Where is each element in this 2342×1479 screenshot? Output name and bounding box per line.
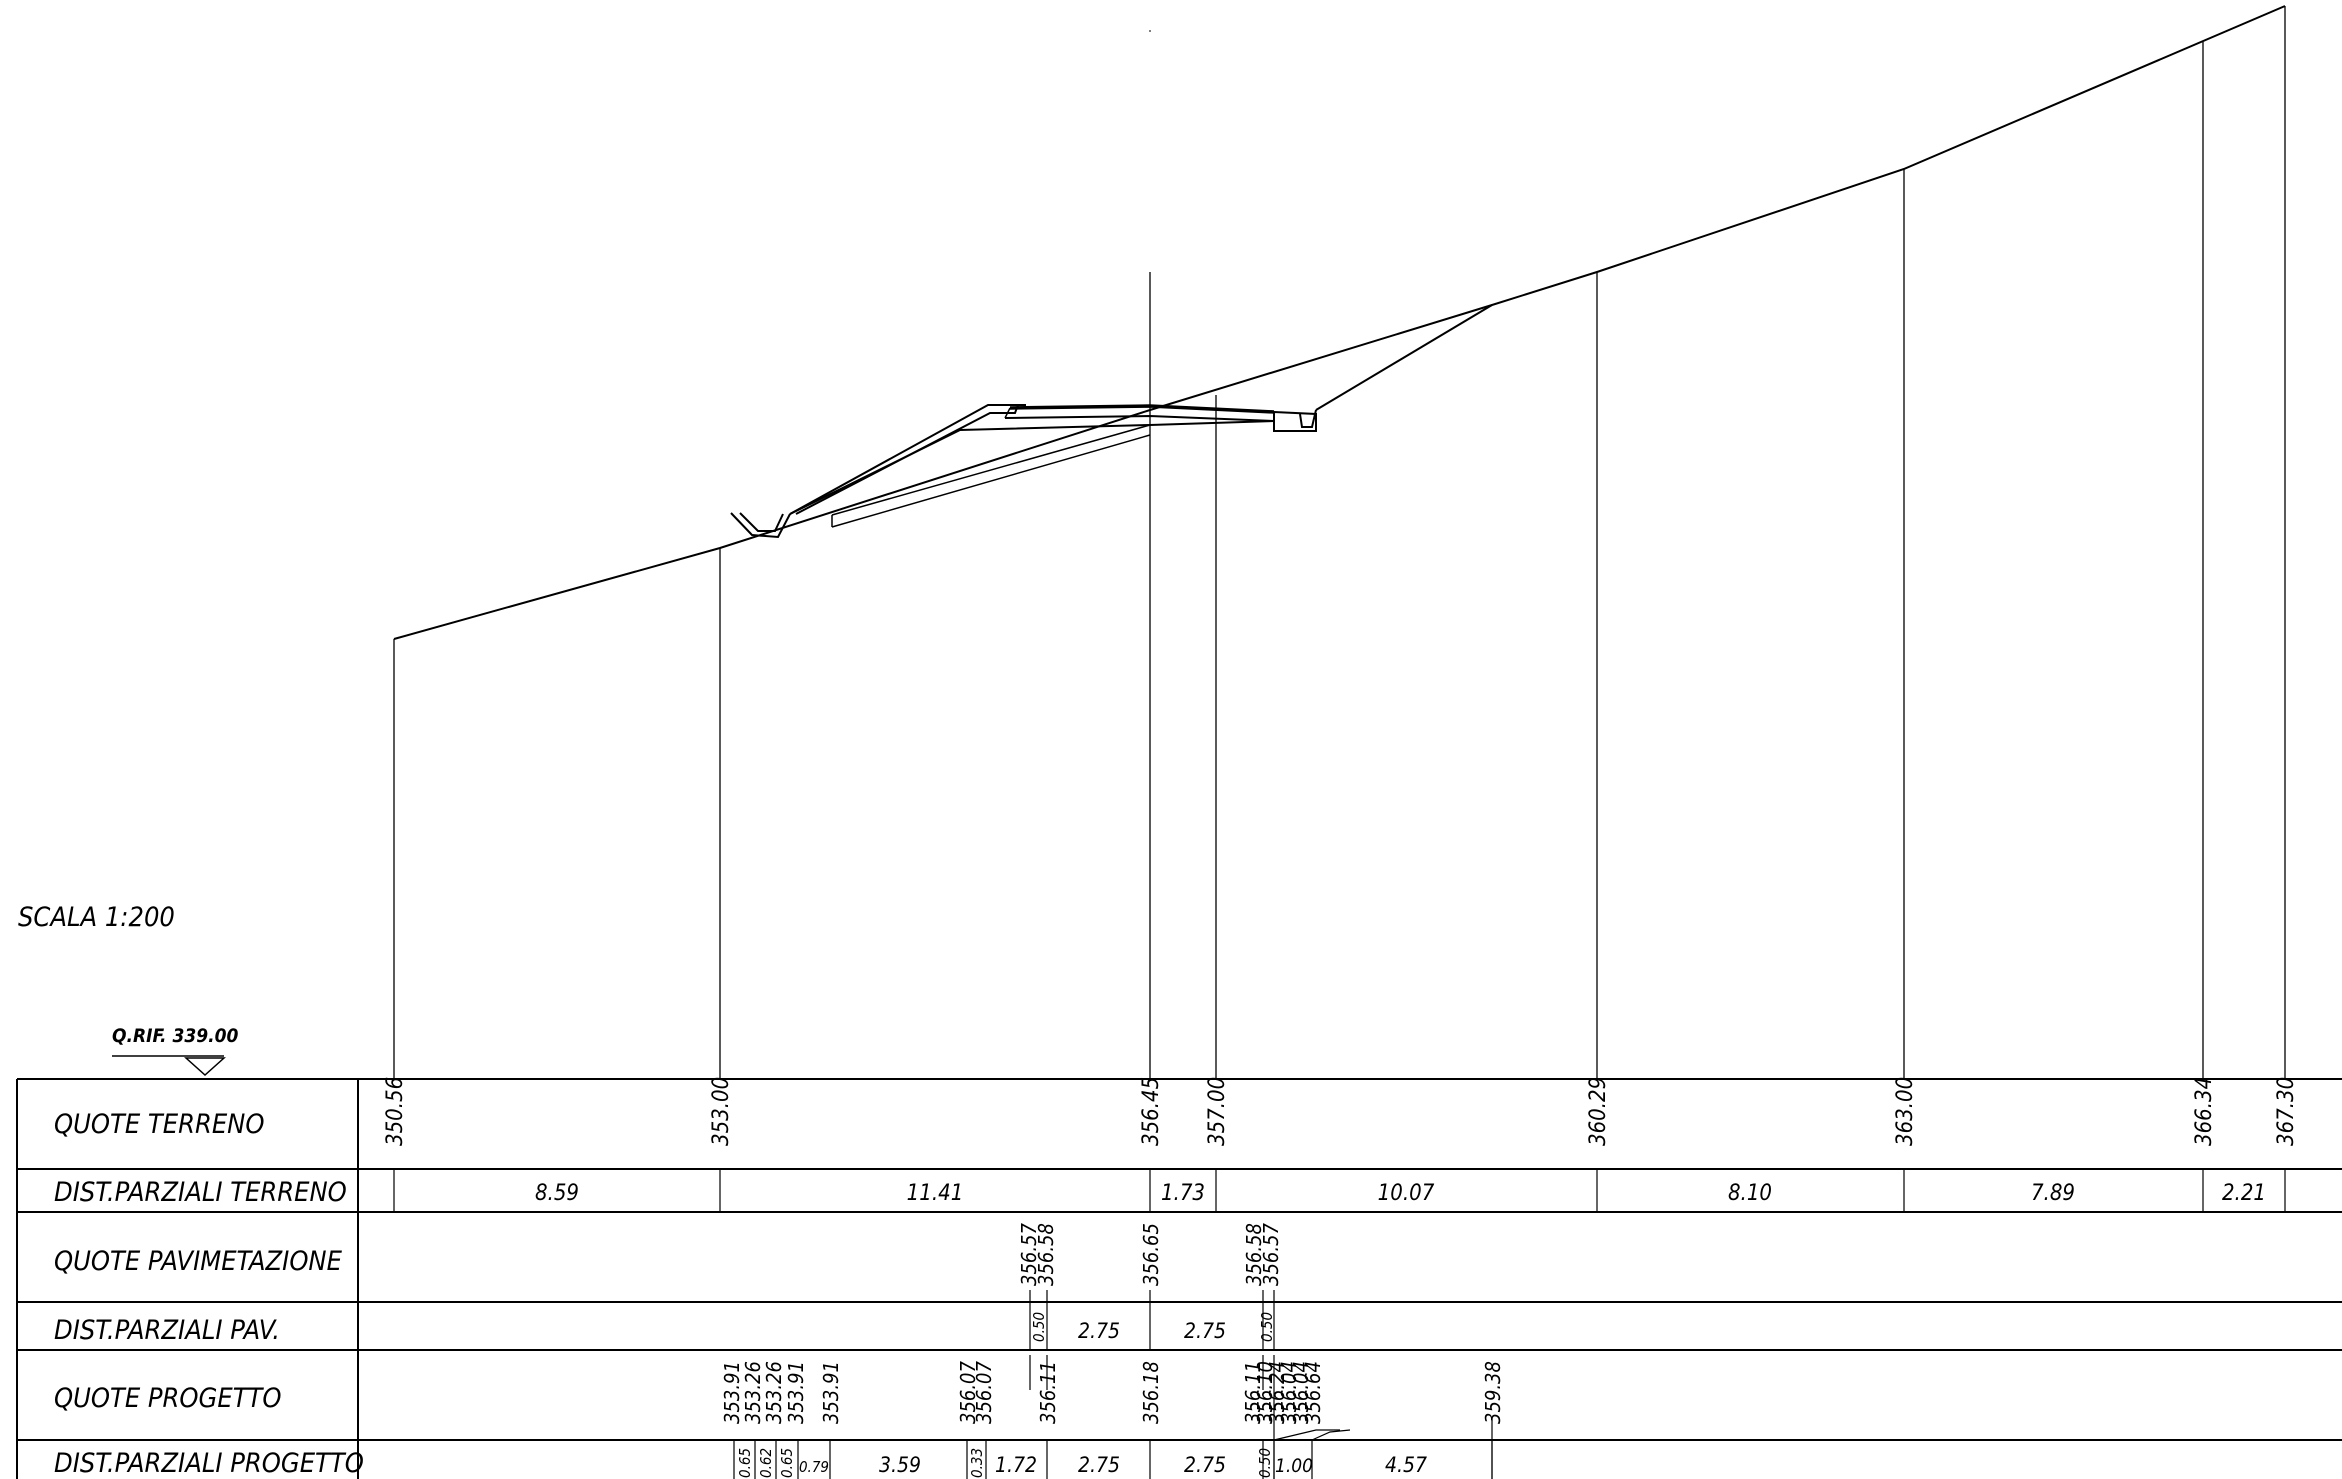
pavement-distances: 0.50 2.75 2.75 0.50 (1030, 1312, 1276, 1343)
project-distance: 1.72 (995, 1453, 1037, 1477)
terrain-elevation: 356.45 (1139, 1077, 1164, 1146)
reference-label: Q.RIF. 339.00 (112, 1025, 239, 1047)
row-label-quote-progetto: QUOTE PROGETTO (54, 1383, 282, 1414)
project-elevation: 356.11 (1036, 1361, 1060, 1424)
pavement-distance: 0.50 (1030, 1312, 1048, 1342)
project-distance: 3.59 (879, 1453, 921, 1477)
project-distance: 0.65 (778, 1448, 796, 1478)
project-elevation: 356.24 (1265, 1361, 1289, 1424)
terrain-distance: 11.41 (907, 1181, 964, 1206)
project-distance: 0.79 (799, 1458, 829, 1476)
road-section (730, 30, 1493, 539)
project-distances: 0.65 0.62 0.65 0.79 3.59 0.33 1.72 2.75 … (736, 1448, 1427, 1478)
project-distance: 0.65 (736, 1448, 754, 1478)
terrain-distance: 10.07 (1378, 1181, 1435, 1206)
project-elevation: 353.91 (784, 1361, 808, 1424)
terrain-distance: 2.21 (2222, 1181, 2266, 1206)
project-distance: 4.57 (1385, 1453, 1427, 1477)
terrain-elevation: 366.34 (2192, 1077, 2217, 1146)
pavement-distance: 2.75 (1078, 1319, 1120, 1343)
pavement-elevation: 356.57 (1017, 1223, 1041, 1286)
reference-level: Q.RIF. 339.00 (112, 1025, 239, 1077)
project-elevation: 356.07 (972, 1361, 996, 1424)
terrain-elevation: 363.00 (1893, 1077, 1918, 1146)
terrain-distance: 8.59 (535, 1181, 579, 1206)
terrain-distance: 8.10 (1728, 1181, 1772, 1206)
project-elevation: 353.91 (819, 1361, 843, 1424)
terrain-distance: 7.89 (2031, 1181, 2075, 1206)
terrain-elevation: 360.29 (1586, 1077, 1611, 1146)
project-elevation: 353.91 (720, 1361, 744, 1424)
pavement-distance: 0.50 (1258, 1312, 1276, 1342)
project-elevation: 353.26 (762, 1361, 786, 1424)
row-label-quote-terreno: QUOTE TERRENO (54, 1109, 264, 1140)
pavement-elevation: 356.57 (1259, 1223, 1283, 1286)
project-elevation: 356.64 (1301, 1361, 1325, 1424)
project-elevations: 353.91 353.26 353.26 353.91 353.91 356.0… (720, 1361, 1505, 1424)
terrain-distance: 1.73 (1161, 1181, 1205, 1206)
row-label-dist-terreno: DIST.PARZIALI TERRENO (54, 1177, 347, 1208)
project-elevation: 353.26 (741, 1361, 765, 1424)
project-distance: 2.75 (1078, 1453, 1120, 1477)
project-elevation: 356.18 (1139, 1361, 1163, 1424)
project-elevation: 356.04 (1277, 1361, 1301, 1424)
project-distance: 2.75 (1184, 1453, 1226, 1477)
row-label-quote-pav: QUOTE PAVIMETAZIONE (54, 1246, 343, 1277)
project-elevation: 356.07 (956, 1361, 980, 1424)
project-elevation: 356.04 (1289, 1361, 1313, 1424)
terrain-elevation: 353.00 (709, 1077, 734, 1146)
project-elevation: 359.38 (1481, 1361, 1505, 1424)
row-label-dist-progetto: DIST.PARZIALI PROGETTO (54, 1448, 364, 1479)
pavement-elevations: 356.57 356.58 356.65 356.58 356.57 (1017, 1223, 1283, 1286)
pavement-elevation: 356.58 (1034, 1223, 1058, 1286)
project-distance: 1.00 (1275, 1455, 1313, 1477)
row-label-dist-pav: DIST.PARZIALI PAV. (54, 1315, 280, 1346)
terrain-distances: 8.59 11.41 1.73 10.07 8.10 7.89 2.21 (535, 1181, 2266, 1206)
scale-label: SCALA 1:200 (18, 902, 175, 933)
project-distance: 0.62 (757, 1448, 775, 1478)
terrain-elevation: 350.56 (383, 1077, 408, 1146)
terrain-elevations: 350.56 353.00 356.45 357.00 360.29 363.0… (383, 1077, 2299, 1146)
pavement-elevation: 356.58 (1242, 1223, 1266, 1286)
data-table: QUOTE TERRENO DIST.PARZIALI TERRENO QUOT… (16, 1078, 2342, 1479)
terrain-elevation: 367.30 (2274, 1077, 2299, 1146)
terrain-elevation: 357.00 (1205, 1077, 1230, 1146)
project-distance: 0.50 (1256, 1448, 1274, 1478)
project-elevation: 356.11 (1241, 1361, 1265, 1424)
pavement-elevation: 356.65 (1139, 1223, 1163, 1286)
project-distance: 0.33 (968, 1448, 986, 1478)
project-elevation: 356.10 (1253, 1361, 1277, 1424)
pavement-distance: 2.75 (1184, 1319, 1226, 1343)
